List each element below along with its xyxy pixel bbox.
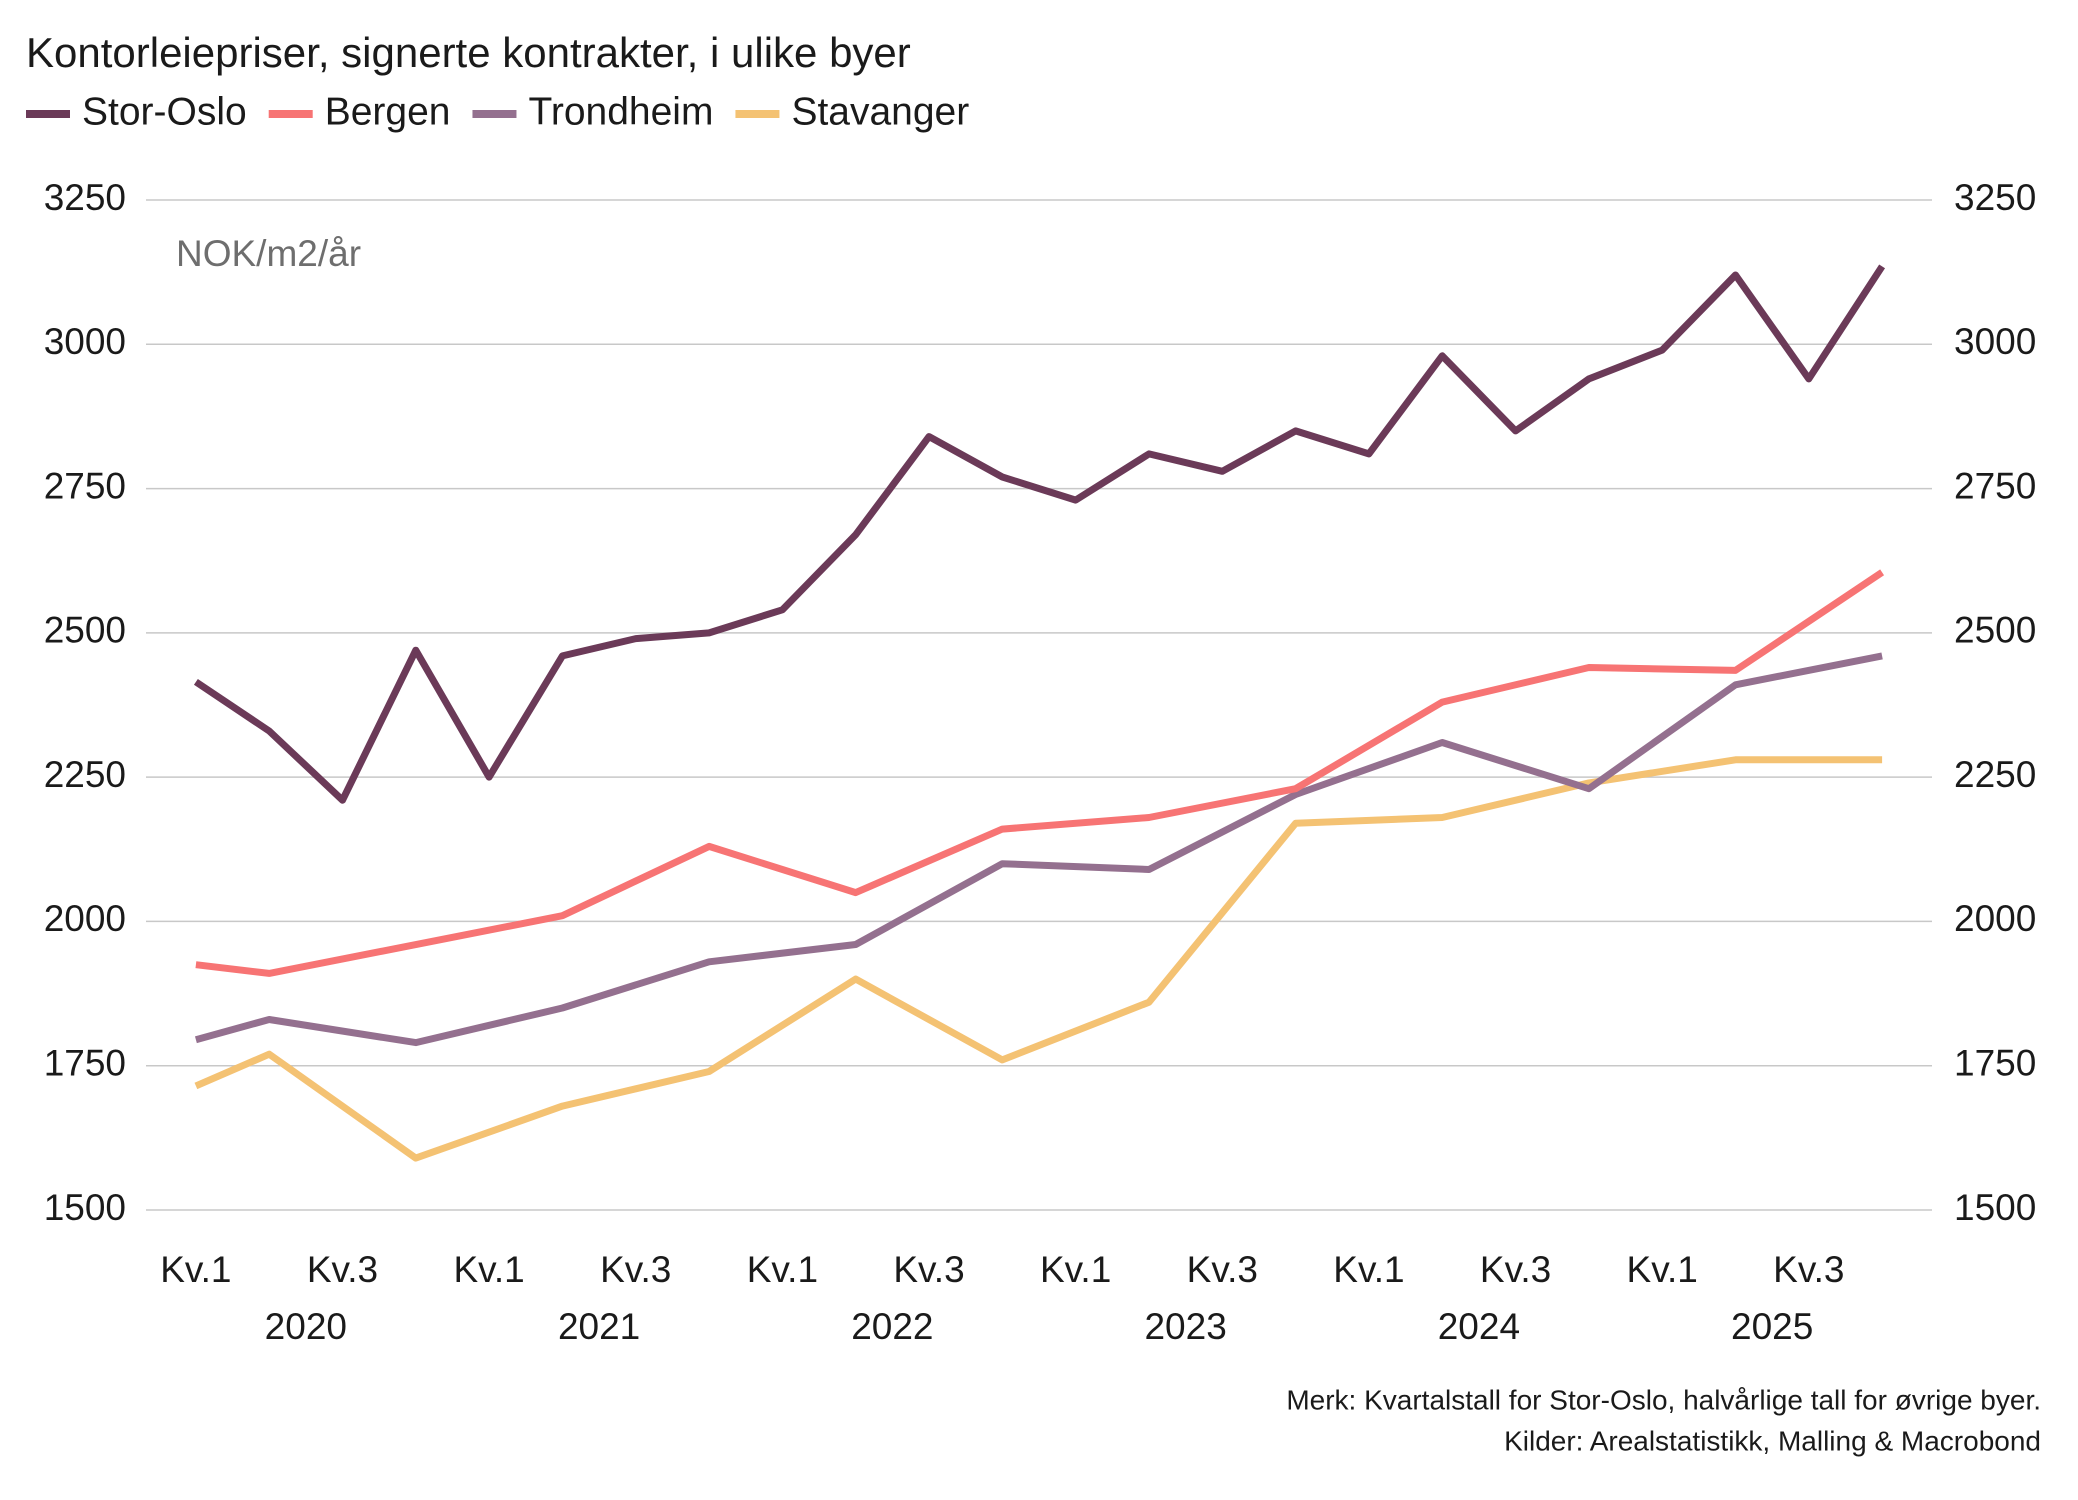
x-tick-label: Kv.3 bbox=[1773, 1249, 1844, 1290]
y-tick-label: 3000 bbox=[44, 321, 126, 362]
x-group-label: 2020 bbox=[265, 1306, 347, 1347]
y2-tick-label: 2500 bbox=[1954, 610, 2036, 651]
y-tick-label: 2500 bbox=[44, 610, 126, 651]
chart-title: Kontorleiepriser, signerte kontrakter, i… bbox=[26, 29, 911, 76]
legend-label: Stavanger bbox=[791, 90, 969, 133]
series-line bbox=[194, 652, 1883, 1047]
y-tick-label: 2250 bbox=[44, 754, 126, 795]
x-tick-label: Kv.1 bbox=[1040, 1249, 1111, 1290]
y-tick-label: 1500 bbox=[44, 1187, 126, 1228]
y-tick-label: 2750 bbox=[44, 465, 126, 506]
x-tick-label: Kv.1 bbox=[453, 1249, 524, 1290]
x-tick-label: Kv.3 bbox=[307, 1249, 378, 1290]
y2-tick-label: 3000 bbox=[1954, 321, 2036, 362]
y2-tick-label: 2250 bbox=[1954, 754, 2036, 795]
x-tick-label: Kv.3 bbox=[600, 1249, 671, 1290]
x-tick-label: Kv.1 bbox=[747, 1249, 818, 1290]
x-tick-label: Kv.1 bbox=[160, 1249, 231, 1290]
series-line bbox=[193, 264, 1886, 804]
y-tick-label: 1750 bbox=[44, 1042, 126, 1083]
legend-label: Trondheim bbox=[528, 90, 713, 133]
x-group-label: 2023 bbox=[1144, 1306, 1226, 1347]
unit-label: NOK/m2/år bbox=[176, 233, 361, 274]
y-tick-label: 2000 bbox=[44, 898, 126, 939]
y2-tick-label: 2000 bbox=[1954, 898, 2036, 939]
x-tick-label: Kv.3 bbox=[1187, 1249, 1258, 1290]
x-tick-label: Kv.3 bbox=[893, 1249, 964, 1290]
series-line bbox=[195, 569, 1885, 977]
y2-tick-label: 3250 bbox=[1954, 177, 2036, 218]
note: Merk: Kvartalstall for Stor-Oslo, halvår… bbox=[1286, 1384, 2041, 1415]
y2-tick-label: 1750 bbox=[1954, 1042, 2036, 1083]
x-group-label: 2021 bbox=[558, 1306, 640, 1347]
legend-label: Bergen bbox=[325, 90, 451, 133]
x-tick-label: Kv.1 bbox=[1333, 1249, 1404, 1290]
x-group-label: 2025 bbox=[1731, 1306, 1813, 1347]
y2-tick-label: 2750 bbox=[1954, 465, 2036, 506]
y-tick-label: 3250 bbox=[44, 177, 126, 218]
source: Kilder: Arealstatistikk, Malling & Macro… bbox=[1504, 1425, 2041, 1456]
x-tick-label: Kv.1 bbox=[1627, 1249, 1698, 1290]
x-group-label: 2024 bbox=[1438, 1306, 1520, 1347]
x-group-label: 2022 bbox=[851, 1306, 933, 1347]
series-line bbox=[194, 756, 1883, 1162]
x-tick-label: Kv.3 bbox=[1480, 1249, 1551, 1290]
y2-tick-label: 1500 bbox=[1954, 1187, 2036, 1228]
legend-label: Stor-Oslo bbox=[82, 90, 247, 133]
